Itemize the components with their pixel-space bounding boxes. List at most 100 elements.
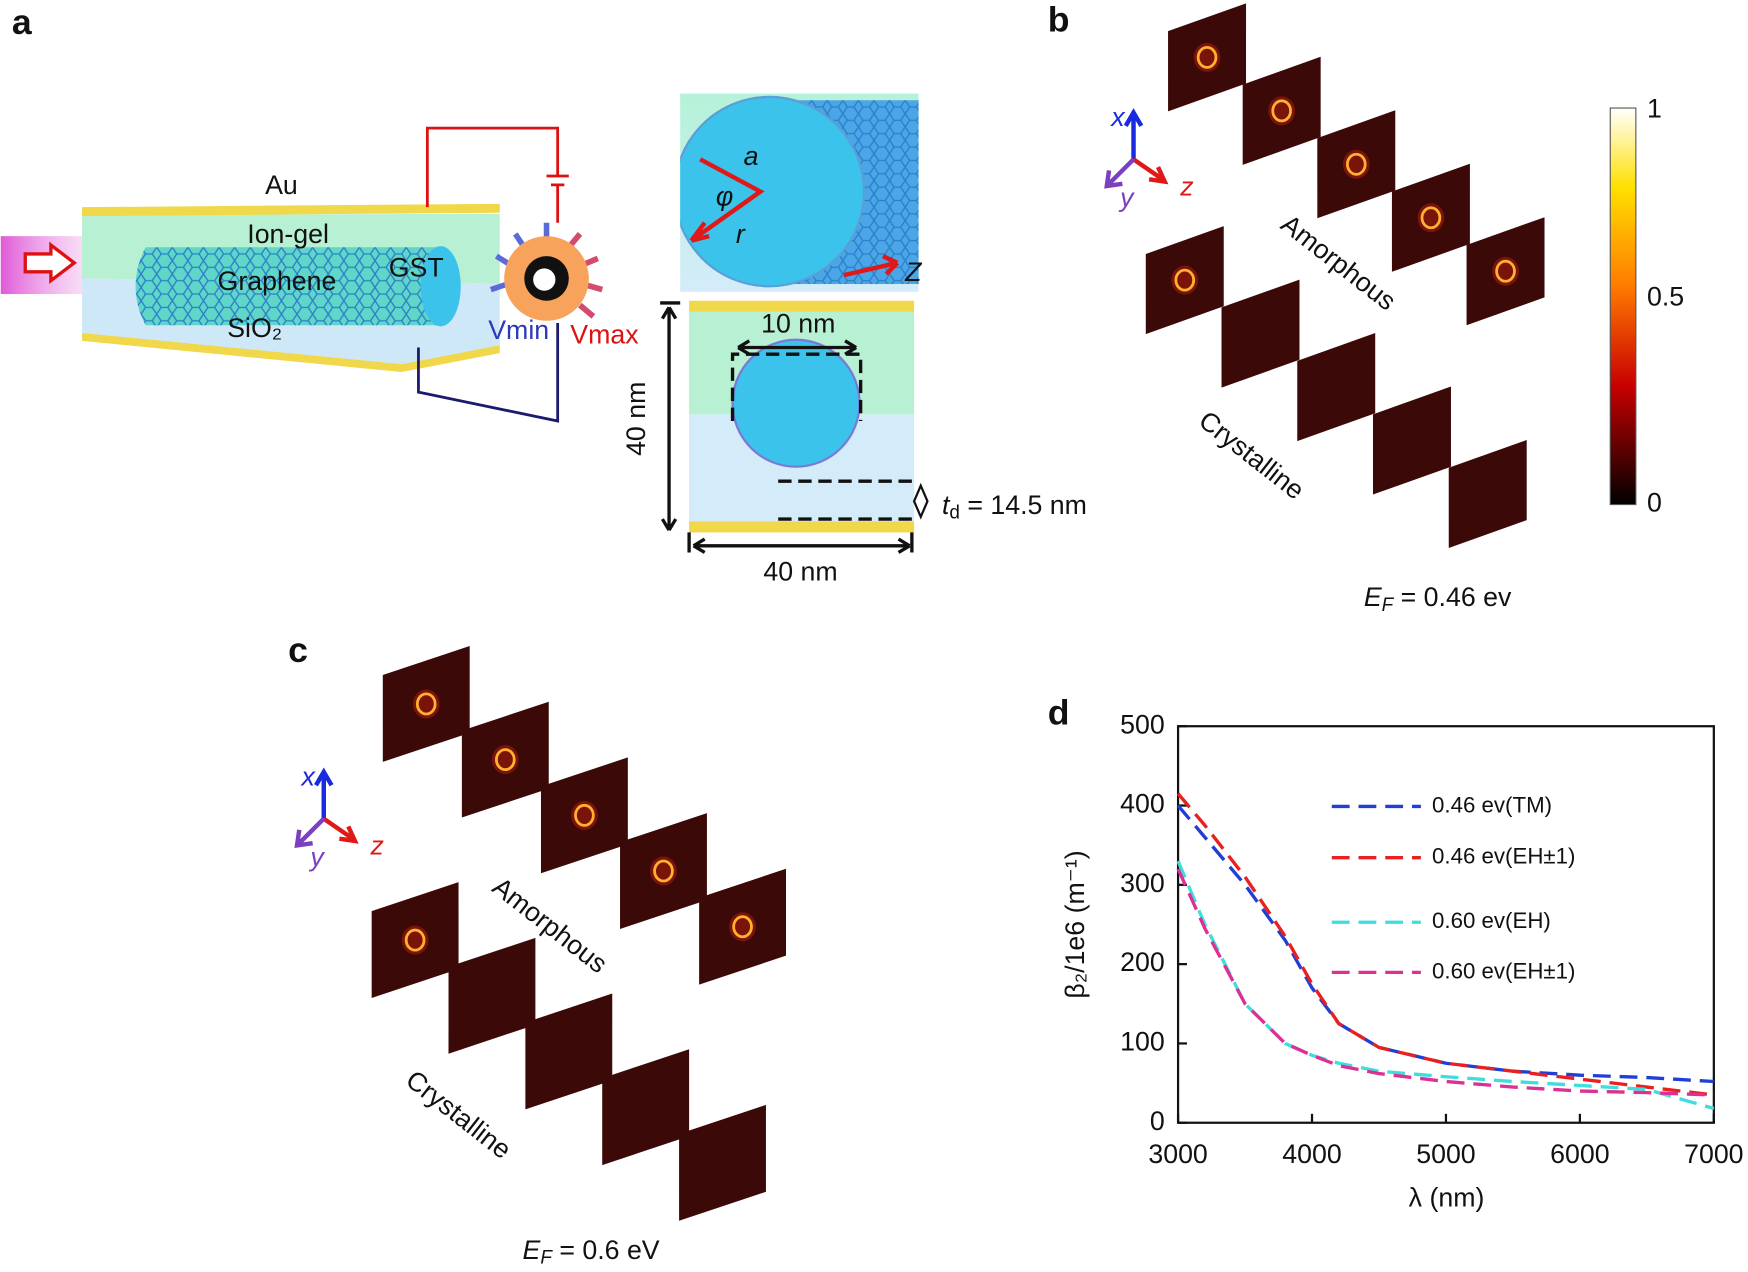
inset-bottom: 10 nm 40 nm 40 nm td = 14.5 nm bbox=[621, 300, 1087, 587]
mode-ring bbox=[574, 803, 595, 827]
state-label: Crystalline bbox=[400, 1064, 517, 1164]
inset-top: a φ r Z bbox=[680, 93, 923, 292]
colorbar-label: 0 bbox=[1647, 488, 1662, 518]
axis-symbol: z bbox=[370, 831, 384, 861]
axis-arrow bbox=[1104, 157, 1136, 189]
field-tile bbox=[448, 937, 536, 1054]
y-axis-label: β₂/1e6 (m⁻¹) bbox=[1060, 850, 1090, 998]
vmax-label: Vmax bbox=[570, 319, 639, 349]
series-line bbox=[1176, 868, 1714, 1097]
field-tile bbox=[1372, 386, 1451, 495]
layer-label: Au bbox=[265, 170, 298, 200]
dimension-label: 40 nm bbox=[763, 557, 837, 587]
x-tick-label: 5000 bbox=[1416, 1139, 1475, 1169]
mode-ring bbox=[732, 915, 753, 939]
field-tile bbox=[525, 993, 613, 1110]
beam-arrow bbox=[23, 241, 78, 285]
colorbar-label: 0.5 bbox=[1647, 282, 1684, 312]
layer-label: Ion-gel bbox=[247, 219, 329, 249]
symbol: Z bbox=[904, 257, 923, 287]
au-top bbox=[82, 203, 500, 217]
wire-blue bbox=[417, 323, 560, 423]
legend-label: 0.60 ev(EH±1) bbox=[1432, 958, 1575, 983]
panel-label: c bbox=[288, 630, 308, 670]
ef-symbol: E bbox=[1364, 582, 1383, 612]
panel-b: b 1 0.5 0 Amorphous Crystalline EF = 0.4… bbox=[1048, 0, 1684, 616]
wire-red bbox=[425, 126, 569, 223]
axis-arrow bbox=[1132, 157, 1169, 185]
ef-value: = 0.46 ev bbox=[1393, 582, 1512, 612]
symbol: r bbox=[736, 219, 746, 249]
plot-frame bbox=[1176, 725, 1715, 1124]
knob bbox=[489, 222, 603, 321]
mode-ring bbox=[1495, 259, 1516, 283]
axis-symbol: y bbox=[308, 842, 325, 872]
panel-label: a bbox=[12, 2, 33, 42]
layer-label: SiO₂ bbox=[227, 313, 282, 343]
y-tick-label: 300 bbox=[1120, 868, 1165, 898]
ef-label: EF = 0.46 ev bbox=[1364, 582, 1512, 616]
legend-label: 0.46 ev(EH±1) bbox=[1432, 844, 1575, 869]
dimension-label: 40 nm bbox=[621, 382, 651, 456]
axis-arrow bbox=[314, 767, 334, 819]
field-tile bbox=[1448, 439, 1527, 549]
field-tile bbox=[1221, 279, 1300, 388]
mode-ring bbox=[653, 859, 674, 883]
series-line bbox=[1176, 792, 1715, 1097]
mode-ring bbox=[1345, 152, 1367, 176]
td-value: = 14.5 nm bbox=[960, 490, 1087, 520]
panel-c: c Amorphous Crystalline EF = 0.6 eV xzy bbox=[288, 630, 787, 1269]
mode-ring bbox=[415, 692, 437, 716]
symbol: φ bbox=[716, 181, 733, 211]
series-line bbox=[1176, 860, 1715, 1111]
y-tick-label: 500 bbox=[1120, 709, 1165, 739]
x-tick-label: 7000 bbox=[1684, 1139, 1743, 1169]
mode-ring bbox=[1271, 99, 1292, 123]
axis-arrow bbox=[1123, 108, 1144, 160]
axis-symbol: z bbox=[1179, 171, 1193, 201]
panel-label: d bbox=[1048, 693, 1070, 733]
mode-ring bbox=[1420, 206, 1442, 230]
panel-a: a Au Ion-gel Graphene GST SiO₂ Vmin Vmax… bbox=[0, 2, 1087, 587]
layer-label: GST bbox=[389, 253, 444, 283]
graphene-lattice bbox=[135, 247, 441, 326]
layer-label: Graphene bbox=[218, 266, 337, 296]
axis-symbol: y bbox=[1118, 182, 1135, 212]
field-tile bbox=[602, 1049, 690, 1166]
x-tick-label: 6000 bbox=[1550, 1139, 1609, 1169]
ef-sub: F bbox=[540, 1248, 553, 1269]
colorbar bbox=[1609, 107, 1637, 506]
symbol: a bbox=[744, 141, 759, 171]
mode-ring bbox=[404, 928, 426, 952]
axis-arrow bbox=[322, 816, 359, 844]
panel-d: d λ (nm) β₂/1e6 (m⁻¹) 0 100 200 300 400 500 30… bbox=[1048, 693, 1744, 1213]
state-label: Crystalline bbox=[1193, 405, 1310, 505]
mode-ring bbox=[495, 748, 516, 772]
gst-core bbox=[420, 246, 461, 327]
ef-label: EF = 0.6 eV bbox=[523, 1235, 660, 1269]
y-tick-label: 200 bbox=[1120, 947, 1165, 977]
x-tick-label: 4000 bbox=[1282, 1139, 1341, 1169]
axis-arrow bbox=[294, 817, 326, 849]
td-label: td = 14.5 nm bbox=[942, 490, 1087, 524]
y-tick-label: 100 bbox=[1120, 1027, 1165, 1057]
legend-label: 0.60 ev(EH) bbox=[1432, 908, 1551, 933]
x-tick-label: 3000 bbox=[1148, 1139, 1207, 1169]
td-sub: d bbox=[949, 502, 960, 523]
dimension-label: 10 nm bbox=[761, 308, 835, 338]
axis-symbol: x bbox=[299, 762, 316, 792]
panel-label: b bbox=[1048, 0, 1070, 40]
field-tile bbox=[1297, 333, 1376, 442]
ef-symbol: E bbox=[523, 1235, 542, 1265]
ef-sub: F bbox=[1382, 595, 1395, 616]
legend-label: 0.46 ev(TM) bbox=[1432, 792, 1552, 817]
y-tick-label: 400 bbox=[1120, 789, 1165, 819]
mode-ring bbox=[1174, 268, 1196, 292]
field-tile bbox=[679, 1104, 766, 1221]
colorbar-label: 1 bbox=[1647, 93, 1662, 123]
y-tick-label: 0 bbox=[1150, 1106, 1165, 1136]
ef-value: = 0.6 eV bbox=[552, 1235, 660, 1265]
x-axis-label: λ (nm) bbox=[1409, 1183, 1485, 1213]
vmin-label: Vmin bbox=[488, 315, 549, 345]
